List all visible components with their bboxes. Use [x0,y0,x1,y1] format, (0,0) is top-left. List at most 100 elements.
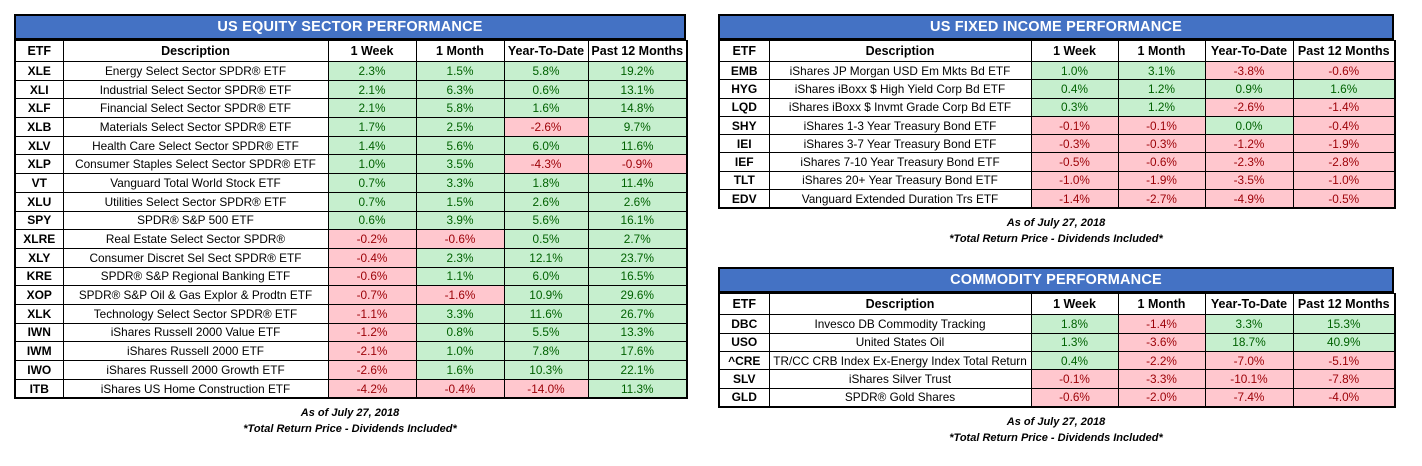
table-row: SHY iShares 1-3 Year Treasury Bond ETF -0.… [718,115,1396,136]
table-row: XLF Financial Select Sector SPDR® ETF 2.1%… [14,98,688,119]
etf-ticker: GLD [718,387,770,408]
performance-value: 0.7% [327,173,417,193]
etf-description: Consumer Staples Select Sector SPDR® ETF [62,154,329,175]
equity-footnote: As of July 27, 2018 *Total Return Price … [14,405,686,437]
performance-value: 5.6% [415,135,505,156]
column-header-etf: ETF [718,40,770,62]
performance-value: 2.1% [327,98,417,119]
etf-ticker: XLK [14,303,64,324]
etf-ticker: IEI [718,134,770,154]
as-of-date: As of July 27, 2018 [300,407,400,420]
performance-value: 6.0% [503,266,589,287]
performance-value: 15.3% [1292,314,1396,334]
etf-description: iShares Silver Trust [768,369,1032,389]
table-row: XLRE Real Estate Select Sector SPDR® -0.2%… [14,229,688,249]
performance-value: -2.7% [1117,189,1206,209]
performance-value: -4.3% [503,154,589,175]
column-header-past12m: Past 12 Months [1292,293,1396,316]
performance-value: 2.6% [587,191,688,212]
performance-value: 0.4% [1030,79,1119,99]
performance-value: 1.2% [1117,97,1206,117]
performance-value: 12.1% [503,247,589,268]
performance-value: -4.0% [1292,387,1396,408]
performance-value: -1.4% [1030,189,1119,209]
performance-value: -0.6% [327,266,417,287]
performance-value: 1.6% [1292,79,1396,99]
column-header-1week: 1 Week [1030,40,1119,62]
performance-value: 0.0% [1204,115,1294,136]
performance-value: -4.2% [327,378,417,399]
etf-description: iShares Russell 2000 Growth ETF [62,360,329,380]
table-row: XLU Utilities Select Sector SPDR® ETF 0.7%… [14,191,688,212]
etf-ticker: IWO [14,360,64,380]
performance-value: -1.0% [1292,170,1396,191]
etf-description: Health Care Select Sector SPDR® ETF [62,135,329,156]
as-of-date: As of July 27, 2018 [1006,415,1106,428]
performance-value: 5.5% [503,322,589,343]
column-header-description: Description [768,293,1032,316]
column-header-1week: 1 Week [1030,293,1119,316]
table-row: KRE SPDR® S&P Regional Banking ETF -0.6% 1.… [14,266,688,287]
column-header-etf: ETF [718,293,770,316]
etf-ticker: IWM [14,341,64,361]
etf-ticker: KRE [14,266,64,287]
table-row: EMB iShares JP Morgan USD Em Mkts Bd ETF 1… [718,60,1396,81]
column-header-1month: 1 Month [1117,40,1206,62]
performance-value: -7.4% [1204,387,1294,408]
performance-value: -5.1% [1292,350,1396,371]
disclaimer-text: *Total Return Price - Dividends Included… [949,431,1163,444]
etf-ticker: XLRE [14,229,64,249]
column-header-description: Description [62,40,329,62]
fixed-income-section: US FIXED INCOME PERFORMANCE ETF Descript… [718,14,1396,247]
performance-value: -0.7% [327,285,417,305]
performance-value: 0.5% [503,229,589,249]
column-header-description: Description [768,40,1032,62]
performance-value: 0.8% [415,322,505,343]
equity-section: US EQUITY SECTOR PERFORMANCE ETF Descrip… [14,14,688,437]
etf-description: SPDR® Gold Shares [768,387,1032,408]
table-row: XLI Industrial Select Sector SPDR® ETF 2.1… [14,79,688,100]
table-row: IEI iShares 3-7 Year Treasury Bond ETF -0.… [718,134,1396,154]
performance-value: -0.9% [587,154,688,175]
performance-value: -2.8% [1292,152,1396,172]
performance-value: 16.1% [587,210,688,231]
performance-value: 18.7% [1204,332,1294,352]
performance-value: 1.6% [415,360,505,380]
performance-value: 19.2% [587,61,688,81]
performance-value: 9.7% [587,117,688,137]
performance-value: -0.4% [415,378,505,399]
etf-ticker: SLV [718,369,770,389]
commodity-section: COMMODITY PERFORMANCE ETF Description 1 … [718,267,1396,445]
performance-value: -2.2% [1117,350,1206,371]
performance-value: -2.0% [1117,387,1206,408]
table-row: XLP Consumer Staples Select Sector SPDR® … [14,154,688,175]
etf-ticker: IWN [14,322,64,343]
performance-value: 13.3% [587,322,688,343]
etf-description: Financial Select Sector SPDR® ETF [62,98,329,119]
performance-value: 1.1% [415,266,505,287]
performance-value: 2.3% [327,61,417,81]
performance-value: -0.6% [1117,152,1206,172]
column-header-1month: 1 Month [415,40,505,62]
performance-value: 29.6% [587,285,688,305]
performance-value: 17.6% [587,341,688,361]
table-row: XLV Health Care Select Sector SPDR® ETF 1.… [14,135,688,156]
performance-value: 1.8% [1030,314,1119,334]
equity-table: ETF Description 1 Week 1 Month Year-To-D… [14,40,688,400]
performance-value: -3.3% [1117,369,1206,389]
etf-ticker: TLT [718,170,770,191]
etf-ticker: SPY [14,210,64,231]
etf-description: Industrial Select Sector SPDR® ETF [62,79,329,100]
performance-value: 23.7% [587,247,688,268]
etf-ticker: XLF [14,98,64,119]
column-header-row: ETF Description 1 Week 1 Month Year-To-D… [718,293,1396,316]
performance-value: 0.6% [503,79,589,100]
performance-value: 1.3% [1030,332,1119,352]
performance-value: -0.6% [1030,387,1119,408]
etf-description: iShares 1-3 Year Treasury Bond ETF [768,115,1032,136]
etf-ticker: XOP [14,285,64,305]
table-row: XLK Technology Select Sector SPDR® ETF -1.… [14,303,688,324]
table-row: DBC Invesco DB Commodity Tracking 1.8% -1.4… [718,314,1396,334]
column-header-ytd: Year-To-Date [1204,293,1294,316]
table-row: ITB iShares US Home Construction ETF -4.2%… [14,378,688,399]
